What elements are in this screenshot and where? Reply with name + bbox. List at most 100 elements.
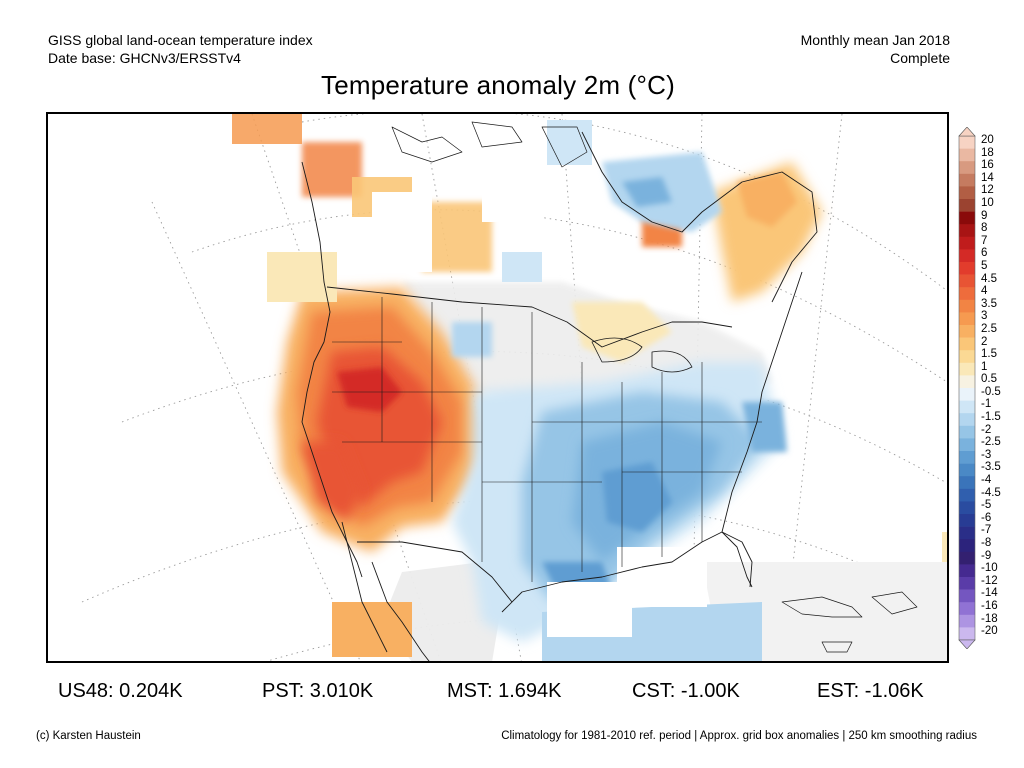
stat-pst: PST: 3.010K — [262, 680, 374, 702]
map-title: Temperature anomaly 2m (°C) — [321, 70, 675, 100]
colorbar-label: 20 — [981, 134, 994, 146]
colorbar-cell — [959, 249, 975, 263]
colorbar-top-arrow — [958, 127, 976, 137]
colorbar-label: -3.5 — [981, 461, 1001, 474]
colorbar-label: 6 — [981, 247, 988, 260]
source-line-1: GISS global land-ocean temperature index — [48, 32, 313, 48]
colorbar-label: 4 — [981, 285, 988, 298]
colorbar-cell — [959, 236, 975, 250]
period-line-1: Monthly mean Jan 2018 — [800, 32, 950, 48]
colorbar-cell — [959, 451, 975, 464]
anomaly-map — [81, 114, 947, 661]
colorbar-cell — [959, 199, 975, 212]
colorbar-label: 3 — [981, 310, 988, 323]
colorbar-cell — [959, 577, 975, 590]
stat-us48: US48: 0.204K — [58, 680, 183, 702]
colorbar-cell — [959, 476, 975, 490]
regional-stats: US48: 0.204K PST: 3.010K MST: 1.694K CST… — [0, 680, 1024, 706]
colorbar-label: 5 — [981, 259, 988, 272]
colorbar-label: -3 — [981, 448, 992, 461]
colorbar-cell — [959, 514, 975, 527]
colorbar-cell — [959, 602, 975, 616]
colorbar-label: 1.5 — [981, 348, 997, 361]
colorbar-cell — [959, 564, 975, 578]
colorbar-cell — [959, 627, 975, 641]
colorbar-label: -5 — [981, 499, 992, 512]
colorbar-cell — [959, 463, 975, 477]
credit: (c) Karsten Haustein — [36, 730, 141, 742]
colorbar-label: 3.5 — [981, 297, 997, 310]
colorbar-label: -12 — [981, 574, 998, 587]
colorbar-cell — [959, 375, 975, 389]
stat-cst: CST: -1.00K — [632, 680, 740, 702]
colorbar-cell — [959, 400, 975, 414]
colorbar-label: 8 — [981, 222, 988, 235]
colorbar-label: -2.5 — [981, 436, 1001, 449]
map-panel — [46, 112, 949, 663]
colorbar-cell — [959, 425, 975, 439]
colorbar-cell — [959, 312, 975, 326]
colorbar-label: 7 — [981, 234, 988, 247]
stat-est: EST: -1.06K — [817, 680, 924, 702]
colorbar-cell — [959, 136, 975, 149]
colorbar-label: 16 — [981, 159, 994, 172]
colorbar-labels: 20 18 16 14 12 10 9 8 7 6 5 4.5 4 3.5 3 2.5 2 1.5 1 0.5 -0.5… — [981, 134, 1001, 638]
colorbar-cell — [959, 274, 975, 288]
colorbar-label: 10 — [981, 196, 994, 209]
colorbar-label: -2 — [981, 423, 992, 436]
colorbar-cell — [959, 173, 975, 187]
colorbar-label: -20 — [981, 625, 998, 638]
period-line-2: Complete — [890, 50, 950, 66]
colorbar-cell — [959, 589, 975, 603]
colorbar-cell — [959, 161, 975, 175]
colorbar-cell — [959, 148, 975, 162]
map-outlines — [301, 121, 918, 661]
colorbar-bottom-arrow — [958, 639, 976, 649]
colorbar-cell — [959, 614, 975, 628]
colorbar-cell — [959, 299, 975, 313]
colorbar-label: 0.5 — [981, 373, 997, 386]
colorbar-label: 12 — [981, 184, 994, 197]
colorbar-cell — [959, 551, 975, 565]
colorbar-cell — [959, 337, 975, 351]
colorbar-label: 18 — [981, 146, 994, 159]
colorbar-cell — [959, 488, 975, 502]
colorbar-label: -8 — [981, 537, 992, 549]
colorbar-label: 2.5 — [981, 322, 997, 335]
colorbar-label: -18 — [981, 612, 998, 625]
anomaly-shading — [232, 114, 947, 661]
colorbar-label: -6 — [981, 511, 992, 524]
colorbar-cell — [959, 186, 975, 200]
colorbar-label: 1 — [981, 360, 988, 373]
colorbar-cell — [959, 362, 975, 376]
colorbar-label: -7 — [981, 524, 992, 537]
colorbar-cell — [959, 325, 975, 338]
source-info: GISS global land-ocean temperature index… — [48, 31, 313, 67]
stat-mst: MST: 1.694K — [447, 680, 562, 702]
colorbar-cell — [959, 438, 975, 452]
colorbar-cell — [959, 211, 975, 225]
colorbar-label: 2 — [981, 335, 988, 348]
colorbar-cell — [959, 539, 975, 553]
colorbar-cell — [959, 413, 975, 427]
colorbar-label: -4 — [981, 474, 992, 487]
colorbar-cell — [959, 388, 975, 401]
colorbar-cell — [959, 224, 975, 238]
colorbar-label: -10 — [981, 562, 998, 575]
colorbar-label: 14 — [981, 171, 994, 184]
colorbar-label: -1.5 — [981, 411, 1001, 424]
colorbar-label: -9 — [981, 549, 992, 562]
colorbar-cell — [959, 501, 975, 515]
colorbar-cell — [959, 262, 975, 275]
colorbar-label: -14 — [981, 587, 998, 600]
colorbar-label: -16 — [981, 599, 998, 612]
period-info: Monthly mean Jan 2018 Complete — [801, 31, 950, 67]
colorbar-cell — [959, 287, 975, 301]
colorbar-label: 9 — [981, 209, 988, 222]
colorbar-label: -0.5 — [981, 385, 1001, 398]
colorbar — [958, 127, 976, 649]
colorbar-label: -1 — [981, 398, 992, 411]
colorbar-cell — [959, 350, 975, 364]
colorbar-label: 4.5 — [981, 272, 997, 285]
colorbar-cell — [959, 526, 975, 540]
